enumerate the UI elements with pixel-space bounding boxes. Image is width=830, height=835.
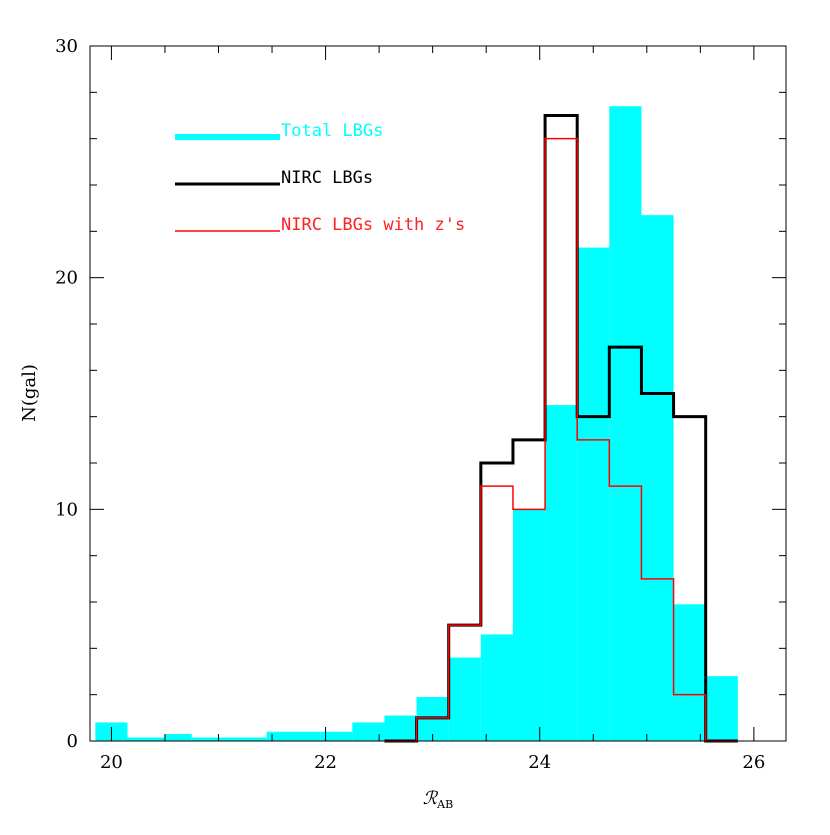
- total-bar: [641, 215, 674, 741]
- total-bar: [164, 734, 192, 741]
- x-tick-label: 26: [742, 752, 765, 773]
- total-bar: [127, 737, 165, 741]
- total-bar: [577, 247, 610, 742]
- x-axis-label: ℛAB: [423, 788, 453, 811]
- total-bar: [218, 737, 267, 741]
- y-tick-label: 0: [67, 731, 78, 752]
- total-bar: [191, 737, 219, 741]
- total-bar: [384, 715, 417, 741]
- legend-label-total: Total LBGs: [281, 121, 383, 141]
- y-axis-label: N(gal): [19, 364, 40, 422]
- total-bar: [705, 676, 738, 741]
- axis-ticks: [90, 45, 786, 742]
- total-bar: [512, 509, 546, 741]
- total-bar: [609, 106, 642, 741]
- y-tick-label: 30: [55, 36, 78, 57]
- total-bar: [448, 657, 481, 741]
- y-tick-label: 20: [55, 268, 78, 289]
- total-bar: [673, 604, 706, 741]
- total-bar: [480, 634, 513, 741]
- legend-label-nirc: NIRC LBGs: [281, 168, 373, 188]
- legend: Total LBGs NIRC LBGs NIRC LBGs with z's: [175, 121, 465, 235]
- legend-label-nirc-z: NIRC LBGs with z's: [281, 215, 465, 235]
- x-axis-label-sub: AB: [436, 798, 453, 811]
- total-bar: [545, 405, 578, 741]
- y-tick-label: 10: [55, 499, 78, 520]
- total-bar: [266, 731, 321, 741]
- total-bar: [320, 731, 353, 741]
- total-bar: [352, 722, 385, 741]
- step-lines: [384, 114, 738, 743]
- x-axis-label-main: ℛ: [423, 788, 439, 809]
- tick-labels: 20 22 24 26 0 10 20 30: [55, 36, 765, 773]
- x-tick-label: 24: [528, 752, 551, 773]
- x-tick-label: 20: [100, 752, 123, 773]
- x-tick-label: 22: [314, 752, 337, 773]
- plot-frame: [89, 45, 787, 742]
- total-lbgs-bars: [95, 106, 738, 742]
- nirc-lbgs-with-z-step-line: [384, 137, 738, 742]
